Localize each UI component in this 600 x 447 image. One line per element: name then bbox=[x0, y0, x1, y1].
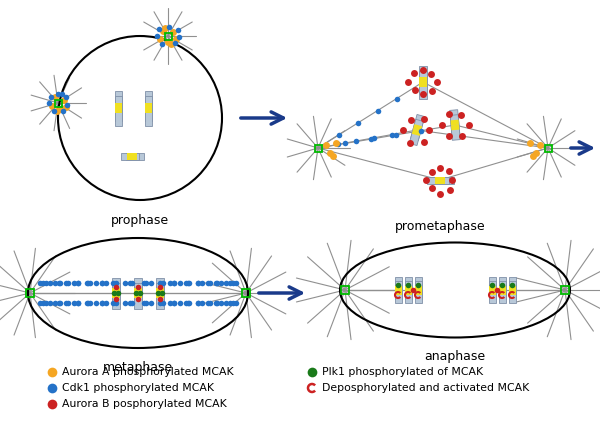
Bar bbox=[419, 71, 427, 98]
Bar bbox=[499, 286, 505, 291]
Bar bbox=[415, 277, 421, 299]
Bar bbox=[156, 283, 164, 308]
Text: Plk1 phosphorylated of MCAK: Plk1 phosphorylated of MCAK bbox=[322, 367, 483, 377]
Bar bbox=[112, 288, 120, 293]
Bar bbox=[314, 144, 322, 152]
Bar bbox=[156, 293, 164, 298]
Bar bbox=[112, 293, 120, 298]
Bar bbox=[164, 33, 172, 39]
Bar bbox=[395, 281, 401, 303]
Bar bbox=[415, 281, 421, 303]
Bar bbox=[134, 283, 142, 308]
Bar bbox=[145, 103, 151, 108]
Bar bbox=[415, 286, 421, 291]
Bar bbox=[451, 120, 459, 125]
Bar bbox=[427, 177, 449, 184]
Bar bbox=[112, 278, 120, 304]
Bar bbox=[409, 119, 424, 146]
Bar bbox=[488, 290, 496, 295]
Bar bbox=[404, 277, 412, 299]
Bar bbox=[404, 281, 412, 303]
Bar bbox=[412, 129, 421, 136]
Text: prophase: prophase bbox=[111, 214, 169, 227]
Text: Aurora B posphorylated MCAK: Aurora B posphorylated MCAK bbox=[62, 399, 227, 409]
Bar bbox=[410, 114, 425, 141]
Bar bbox=[413, 124, 422, 131]
Bar bbox=[440, 177, 445, 184]
Bar bbox=[404, 286, 412, 291]
Bar bbox=[134, 278, 142, 304]
Bar bbox=[132, 152, 137, 160]
Bar bbox=[115, 96, 121, 126]
Bar bbox=[125, 152, 143, 160]
Bar bbox=[509, 290, 515, 295]
Bar bbox=[395, 286, 401, 291]
Bar bbox=[145, 96, 151, 126]
Bar bbox=[127, 152, 132, 160]
Bar bbox=[509, 281, 515, 303]
Text: prometaphase: prometaphase bbox=[395, 220, 485, 233]
Bar bbox=[488, 286, 496, 291]
Bar bbox=[545, 144, 551, 152]
Text: Cdk1 phosphorylated MCAK: Cdk1 phosphorylated MCAK bbox=[62, 383, 214, 393]
Bar bbox=[395, 277, 401, 299]
Text: Aurora A phosphorylated MCAK: Aurora A phosphorylated MCAK bbox=[62, 367, 233, 377]
Text: anaphase: anaphase bbox=[424, 350, 485, 363]
Bar bbox=[112, 283, 120, 308]
Bar bbox=[451, 125, 460, 131]
Bar bbox=[341, 286, 349, 294]
Bar bbox=[419, 77, 427, 82]
Bar bbox=[499, 281, 505, 303]
Bar bbox=[145, 108, 151, 113]
Bar bbox=[115, 103, 121, 108]
Bar bbox=[134, 293, 142, 298]
Text: metaphase: metaphase bbox=[103, 361, 173, 374]
Bar bbox=[404, 290, 412, 295]
Bar bbox=[26, 289, 34, 297]
Bar bbox=[499, 290, 505, 295]
Text: Deposphorylated and activated MCAK: Deposphorylated and activated MCAK bbox=[322, 383, 529, 393]
Bar bbox=[509, 277, 515, 299]
Bar bbox=[55, 100, 62, 106]
Bar bbox=[419, 82, 427, 87]
Bar bbox=[145, 90, 151, 121]
Bar bbox=[121, 152, 139, 160]
Bar bbox=[488, 281, 496, 303]
Bar bbox=[415, 290, 421, 295]
Bar bbox=[156, 288, 164, 293]
Bar bbox=[431, 177, 454, 184]
Bar bbox=[499, 277, 505, 299]
Bar bbox=[509, 286, 515, 291]
Bar bbox=[561, 286, 569, 294]
Bar bbox=[134, 288, 142, 293]
Bar bbox=[450, 115, 460, 140]
Bar bbox=[115, 108, 121, 113]
Bar bbox=[242, 289, 250, 297]
Bar bbox=[435, 177, 440, 184]
Bar bbox=[115, 90, 121, 121]
Bar bbox=[488, 277, 496, 299]
Bar bbox=[419, 66, 427, 93]
Bar bbox=[156, 278, 164, 304]
Bar bbox=[395, 290, 401, 295]
Bar bbox=[450, 110, 460, 135]
